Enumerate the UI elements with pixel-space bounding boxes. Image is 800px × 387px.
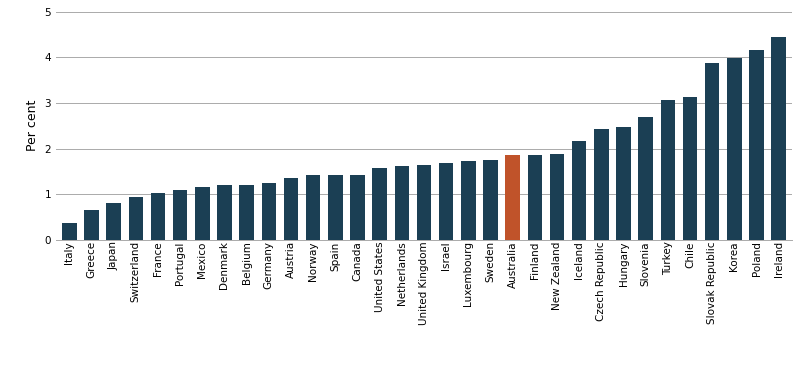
Bar	[572, 141, 586, 240]
Bar	[62, 223, 77, 240]
Bar	[727, 58, 742, 240]
Bar	[129, 197, 143, 240]
Bar	[461, 161, 475, 240]
Bar	[417, 164, 431, 240]
Bar	[106, 204, 121, 240]
Bar	[483, 160, 498, 240]
Bar	[84, 210, 98, 240]
Bar	[350, 175, 365, 240]
Bar	[239, 185, 254, 240]
Bar	[771, 37, 786, 240]
Bar	[638, 116, 653, 240]
Bar	[306, 175, 320, 240]
Y-axis label: Per cent: Per cent	[26, 100, 39, 151]
Bar	[683, 98, 698, 240]
Bar	[195, 187, 210, 240]
Bar	[616, 127, 630, 240]
Bar	[750, 50, 764, 240]
Bar	[506, 156, 520, 240]
Bar	[550, 154, 564, 240]
Bar	[528, 156, 542, 240]
Bar	[373, 168, 387, 240]
Bar	[705, 63, 719, 240]
Bar	[394, 166, 409, 240]
Bar	[284, 178, 298, 240]
Bar	[262, 183, 276, 240]
Bar	[594, 129, 609, 240]
Bar	[173, 190, 187, 240]
Bar	[150, 193, 165, 240]
Bar	[218, 185, 232, 240]
Bar	[661, 100, 675, 240]
Bar	[439, 163, 454, 240]
Bar	[328, 175, 342, 240]
